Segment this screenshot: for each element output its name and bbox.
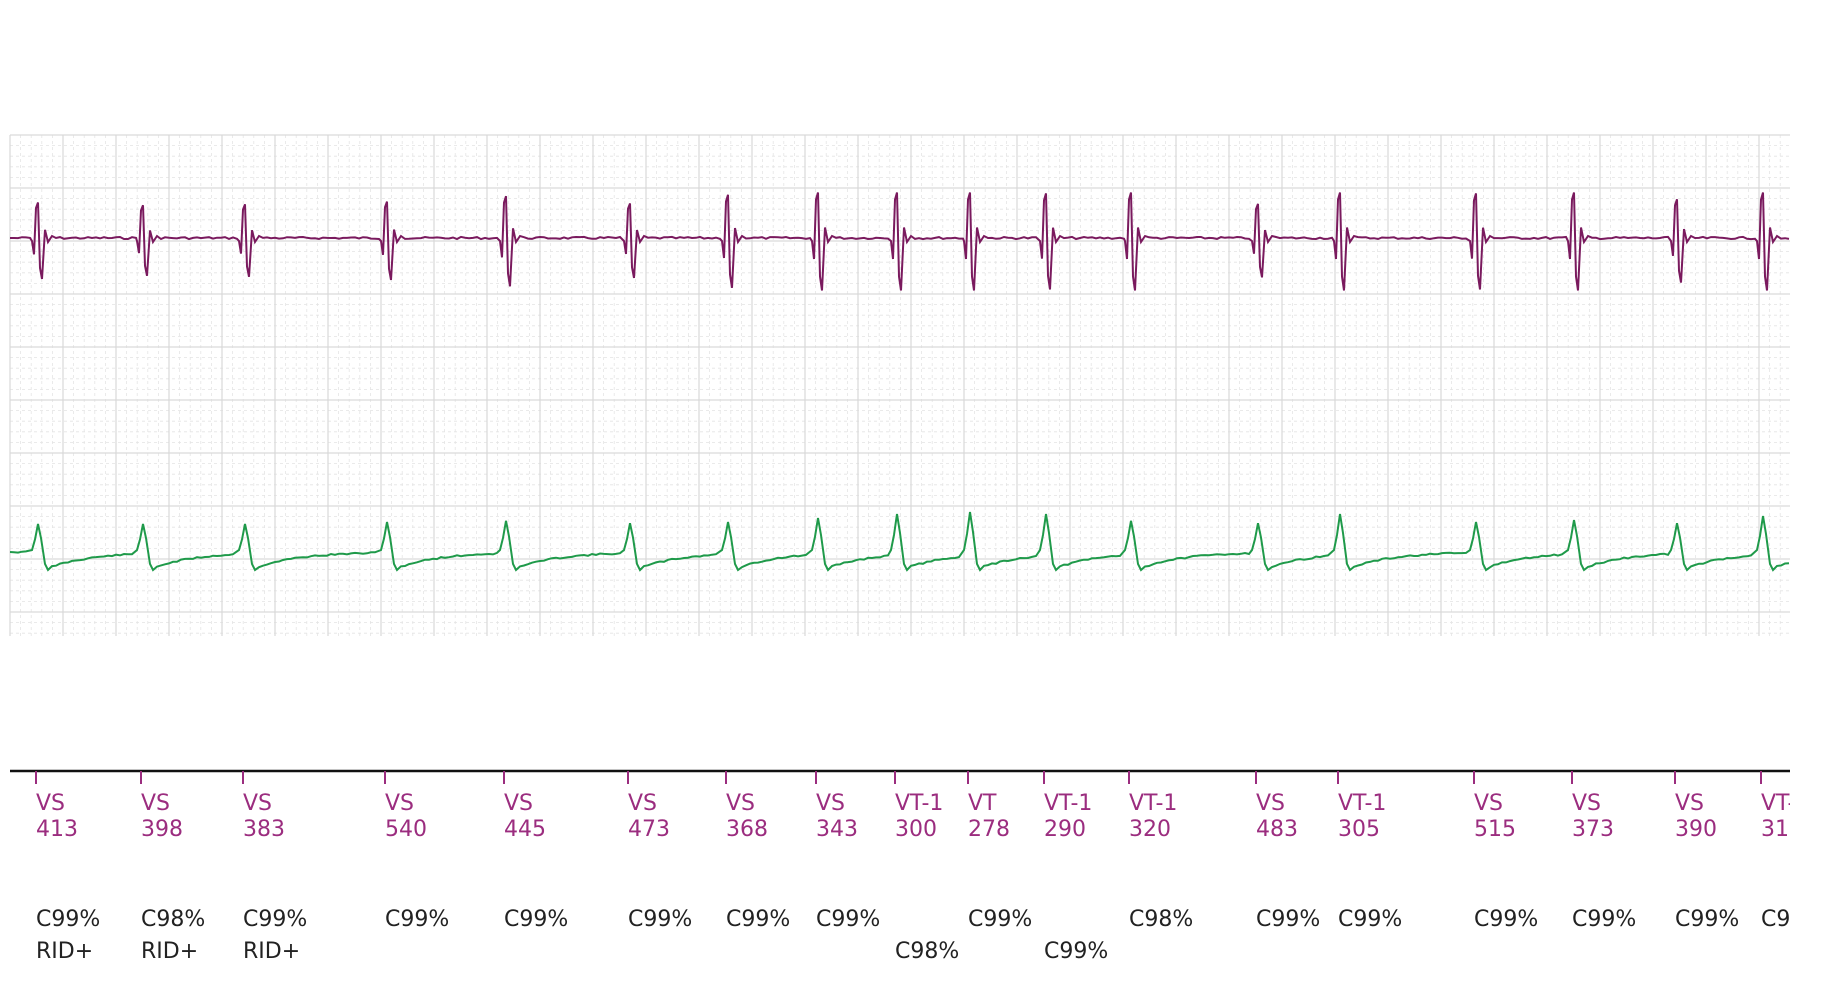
interval-label: 343 xyxy=(816,817,858,842)
classification-label: C98% xyxy=(895,939,959,964)
marker-label: VS xyxy=(141,791,170,816)
marker-label: VS xyxy=(726,791,755,816)
interval-label: 398 xyxy=(141,817,183,842)
marker-label: VS xyxy=(1474,791,1503,816)
classification-label: C99% xyxy=(726,907,790,932)
interval-label: 373 xyxy=(1572,817,1614,842)
marker-label: VS xyxy=(36,791,65,816)
marker-label: VT-1 xyxy=(1338,791,1386,816)
classification-label: C99% xyxy=(816,907,880,932)
marker-label: VS xyxy=(243,791,272,816)
interval-label: 483 xyxy=(1256,817,1298,842)
ecg-grid xyxy=(9,134,1790,636)
interval-label: 290 xyxy=(1044,817,1086,842)
marker-channel: VS413C99%RID+VS398C98%RID+VS383C99%RID+V… xyxy=(35,771,1795,964)
classification-label: C99% xyxy=(504,907,568,932)
rid-label: RID+ xyxy=(36,939,93,964)
interval-label: 390 xyxy=(1675,817,1717,842)
interval-label: 445 xyxy=(504,817,546,842)
channel-a-trace xyxy=(10,192,1790,291)
classification-label: C98% xyxy=(141,907,205,932)
marker-label: VS xyxy=(1572,791,1601,816)
classification-label: C99% xyxy=(1338,907,1402,932)
classification-label: C99% xyxy=(36,907,100,932)
interval-label: 320 xyxy=(1129,817,1171,842)
marker-label: VS xyxy=(504,791,533,816)
classification-label: C99% xyxy=(385,907,449,932)
interval-label: 31 xyxy=(1761,817,1789,842)
marker-label: VS xyxy=(816,791,845,816)
marker-label: VT xyxy=(968,791,997,816)
interval-label: 278 xyxy=(968,817,1010,842)
classification-label: C99% xyxy=(968,907,1032,932)
interval-label: 515 xyxy=(1474,817,1516,842)
marker-label: VT-1 xyxy=(1044,791,1092,816)
rid-label: RID+ xyxy=(243,939,300,964)
interval-label: 383 xyxy=(243,817,285,842)
classification-label: C98% xyxy=(1129,907,1193,932)
interval-label: 368 xyxy=(726,817,768,842)
interval-label: 540 xyxy=(385,817,427,842)
interval-label: 305 xyxy=(1338,817,1380,842)
marker-label: VS xyxy=(628,791,657,816)
classification-label: C99% xyxy=(1474,907,1538,932)
classification-label: C99% xyxy=(1044,939,1108,964)
rid-label: RID+ xyxy=(141,939,198,964)
marker-label: VT-1 xyxy=(895,791,943,816)
marker-label: VS xyxy=(385,791,414,816)
interval-label: 300 xyxy=(895,817,937,842)
marker-label: VS xyxy=(1675,791,1704,816)
classification-label: C99% xyxy=(628,907,692,932)
marker-label: VT-1 xyxy=(1129,791,1177,816)
interval-label: 473 xyxy=(628,817,670,842)
marker-label: VS xyxy=(1256,791,1285,816)
classification-label: C99% xyxy=(1572,907,1636,932)
classification-label: C99% xyxy=(1256,907,1320,932)
marker-label: VT- xyxy=(1761,791,1795,816)
classification-label: C99% xyxy=(1675,907,1739,932)
classification-label: C9 xyxy=(1761,907,1790,932)
channel-b-trace xyxy=(9,511,1790,572)
interval-label: 413 xyxy=(36,817,78,842)
classification-label: C99% xyxy=(243,907,307,932)
